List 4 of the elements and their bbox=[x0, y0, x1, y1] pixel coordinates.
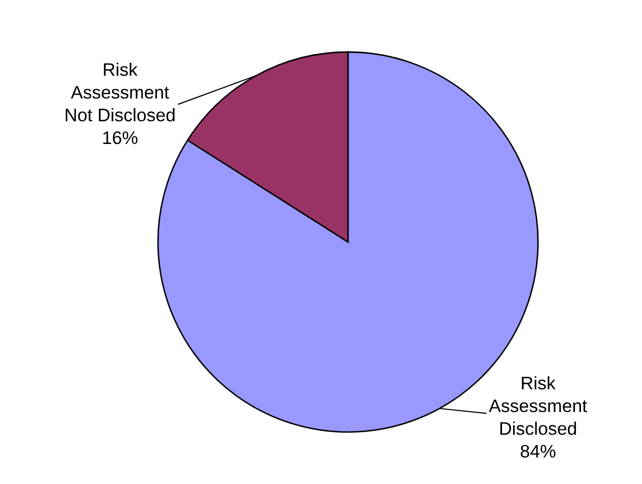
slice-label: Risk Assessment Not Disclosed bbox=[66, 62, 175, 122]
slice-label: Risk Assessment Disclosed bbox=[488, 376, 588, 435]
data-label: 16% bbox=[103, 131, 138, 144]
data-label: 84% bbox=[520, 444, 556, 458]
